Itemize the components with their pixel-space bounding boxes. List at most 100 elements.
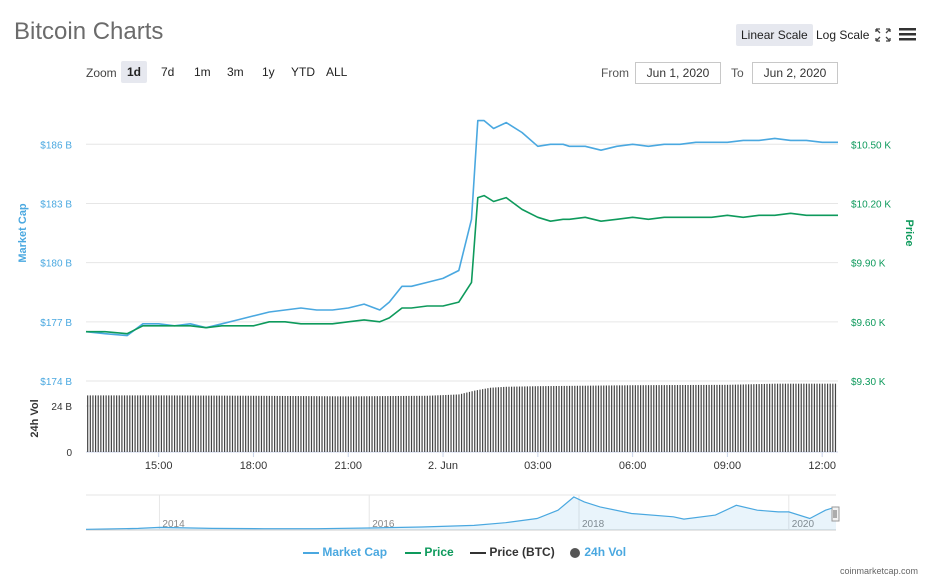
navigator-tick-label: 2014 <box>162 519 185 530</box>
volume-bar <box>150 395 152 452</box>
zoom-7d-button[interactable]: 7d <box>161 65 175 79</box>
log-scale-button[interactable]: Log Scale <box>816 28 870 42</box>
volume-bar <box>468 391 471 452</box>
volume-bar <box>476 390 478 452</box>
volume-bar <box>460 393 463 452</box>
navigator[interactable]: 2014 2016 2018 2020 <box>85 494 840 531</box>
volume-bar <box>397 395 399 452</box>
volume-bar <box>432 395 434 452</box>
volume-bar <box>87 395 89 452</box>
volume-bar <box>732 384 734 452</box>
zoom-all-button[interactable]: ALL <box>326 65 348 79</box>
volume-bar <box>711 384 713 452</box>
market-cap-legend-line-icon <box>303 551 319 554</box>
volume-bar <box>403 395 405 452</box>
volume-bar <box>703 384 705 452</box>
x-tick-label: 06:00 <box>619 460 647 472</box>
right-tick-label: $9.60 K <box>851 318 886 329</box>
volume-bar <box>152 395 155 452</box>
navigator-line <box>85 496 837 530</box>
volume-bar <box>145 395 147 452</box>
credit-link[interactable]: coinmarketcap.com <box>839 566 918 576</box>
volume-bar <box>137 395 139 452</box>
volume-bar <box>758 384 760 452</box>
volume-bar <box>334 396 336 452</box>
legend-24h-vol[interactable]: 24h Vol <box>569 545 626 559</box>
volume-bar <box>495 387 497 452</box>
zoom-3m-button[interactable]: 3m <box>227 65 244 79</box>
volume-bar <box>89 395 91 452</box>
to-date-input[interactable]: Jun 2, 2020 <box>752 62 838 84</box>
volume-bar <box>811 383 813 452</box>
from-date-input[interactable]: Jun 1, 2020 <box>635 62 721 84</box>
fullscreen-icon[interactable] <box>875 28 891 42</box>
volume-bar <box>384 396 386 452</box>
legend-price[interactable]: Price <box>405 545 454 559</box>
volume-bar <box>542 386 544 452</box>
menu-icon[interactable] <box>899 27 916 42</box>
zoom-1y-button[interactable]: 1y <box>262 65 275 79</box>
volume-bar <box>826 383 829 452</box>
volume-axis-title: 24h Vol <box>29 399 41 437</box>
left-tick-label: $174 B <box>40 377 72 388</box>
volume-bar <box>763 383 765 452</box>
volume-tick-label: 0 <box>66 448 72 459</box>
volume-bar <box>216 395 218 452</box>
volume-bar <box>534 386 536 452</box>
zoom-1d-button[interactable]: 1d <box>121 61 148 83</box>
zoom-1m-button[interactable]: 1m <box>194 65 211 79</box>
volume-bar <box>237 395 239 452</box>
volume-bar <box>389 396 392 452</box>
volume-bar <box>295 396 297 452</box>
volume-bar <box>776 383 779 452</box>
legend-market-cap[interactable]: Market Cap <box>303 545 387 559</box>
volume-bar <box>737 384 739 452</box>
volume-bar <box>605 385 607 452</box>
volume-bar <box>455 394 457 452</box>
volume-bar <box>210 395 213 452</box>
volume-bar <box>231 395 234 452</box>
linear-scale-button[interactable]: Linear Scale <box>736 24 813 46</box>
volume-bar <box>645 385 647 452</box>
from-label: From <box>601 66 629 80</box>
volume-bar <box>424 395 426 452</box>
volume-bar <box>347 396 349 452</box>
volume-bar <box>421 395 423 452</box>
vol-legend-dot-icon <box>570 547 580 558</box>
legend-price-btc[interactable]: Price (BTC) <box>470 545 555 559</box>
volume-bar <box>571 385 573 452</box>
volume-bar <box>229 395 231 452</box>
volume-bar <box>653 385 655 452</box>
volume-bar <box>779 383 781 452</box>
volume-bar <box>313 396 315 452</box>
volume-bar <box>121 395 123 452</box>
volume-bar <box>234 395 236 452</box>
volume-bar <box>458 394 460 452</box>
volume-bar <box>247 395 249 452</box>
volume-bar <box>716 384 718 452</box>
right-tick-label: $9.90 K <box>851 259 886 270</box>
left-tick-label: $186 B <box>40 140 72 151</box>
volume-bar <box>187 395 189 452</box>
volume-bar <box>173 395 176 452</box>
volume-bar <box>276 395 278 452</box>
volume-bar <box>92 395 94 452</box>
volume-bar <box>271 395 273 452</box>
volume-bar <box>374 396 376 452</box>
volume-bar <box>171 395 173 452</box>
volume-bar <box>192 395 194 452</box>
volume-bar <box>500 387 502 452</box>
zoom-ytd-button[interactable]: YTD <box>291 65 315 79</box>
series-line-market-cap <box>85 119 838 337</box>
volume-bar <box>784 383 787 452</box>
volume-bar <box>697 384 700 452</box>
axes: $186 B $183 B $180 B $177 B $174 B $10.50 K $1… <box>17 140 915 472</box>
volume-bar <box>750 384 752 452</box>
volume-bar <box>366 396 368 452</box>
volume-bar <box>621 385 623 452</box>
x-tick-label: 03:00 <box>524 460 552 472</box>
volume-bar <box>102 395 105 452</box>
volume-bar <box>337 396 339 452</box>
volume-bar <box>576 385 579 452</box>
volume-tick-label: 24 B <box>51 402 72 413</box>
